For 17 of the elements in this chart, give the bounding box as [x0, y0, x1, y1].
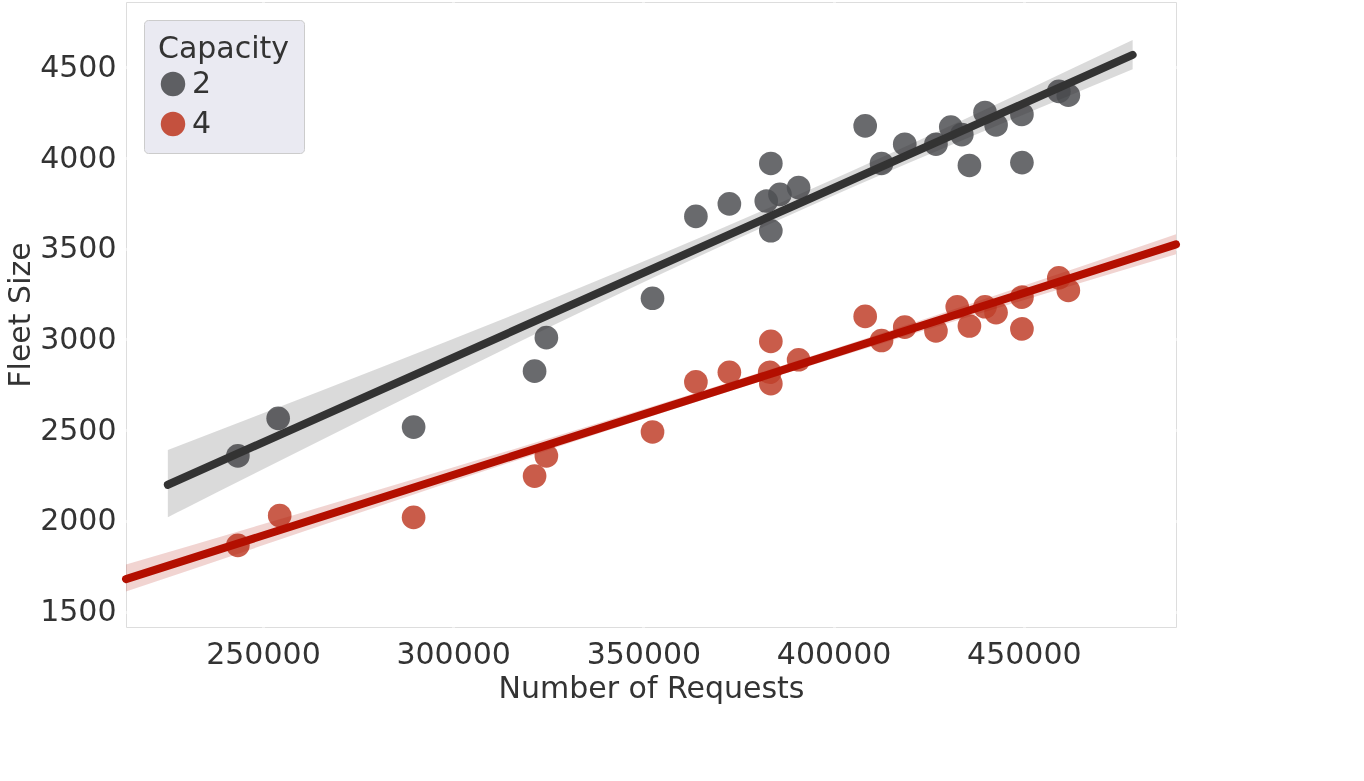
y-axis-title: Fleet Size — [2, 242, 38, 388]
x-tick-label: 250000 — [206, 635, 321, 671]
y-tick-label: 2000 — [40, 502, 117, 538]
legend-title: Capacity — [158, 30, 290, 65]
legend-label: 4 — [192, 105, 212, 140]
y-tick-label: 2500 — [40, 411, 117, 447]
y-tick-label: 4500 — [40, 48, 117, 84]
legend-label: 2 — [192, 65, 212, 100]
x-tick-label: 400000 — [776, 635, 892, 671]
y-tick-label: 1500 — [40, 593, 117, 629]
x-tick-label: 350000 — [586, 635, 702, 671]
x-tick-label: 300000 — [396, 635, 511, 671]
y-tick-label: 4000 — [40, 139, 117, 175]
y-tick-label: 3500 — [40, 230, 117, 266]
x-axis-title: Number of Requests — [498, 669, 805, 705]
y-tick-label: 3000 — [40, 320, 117, 356]
x-tick-label: 450000 — [967, 635, 1082, 671]
